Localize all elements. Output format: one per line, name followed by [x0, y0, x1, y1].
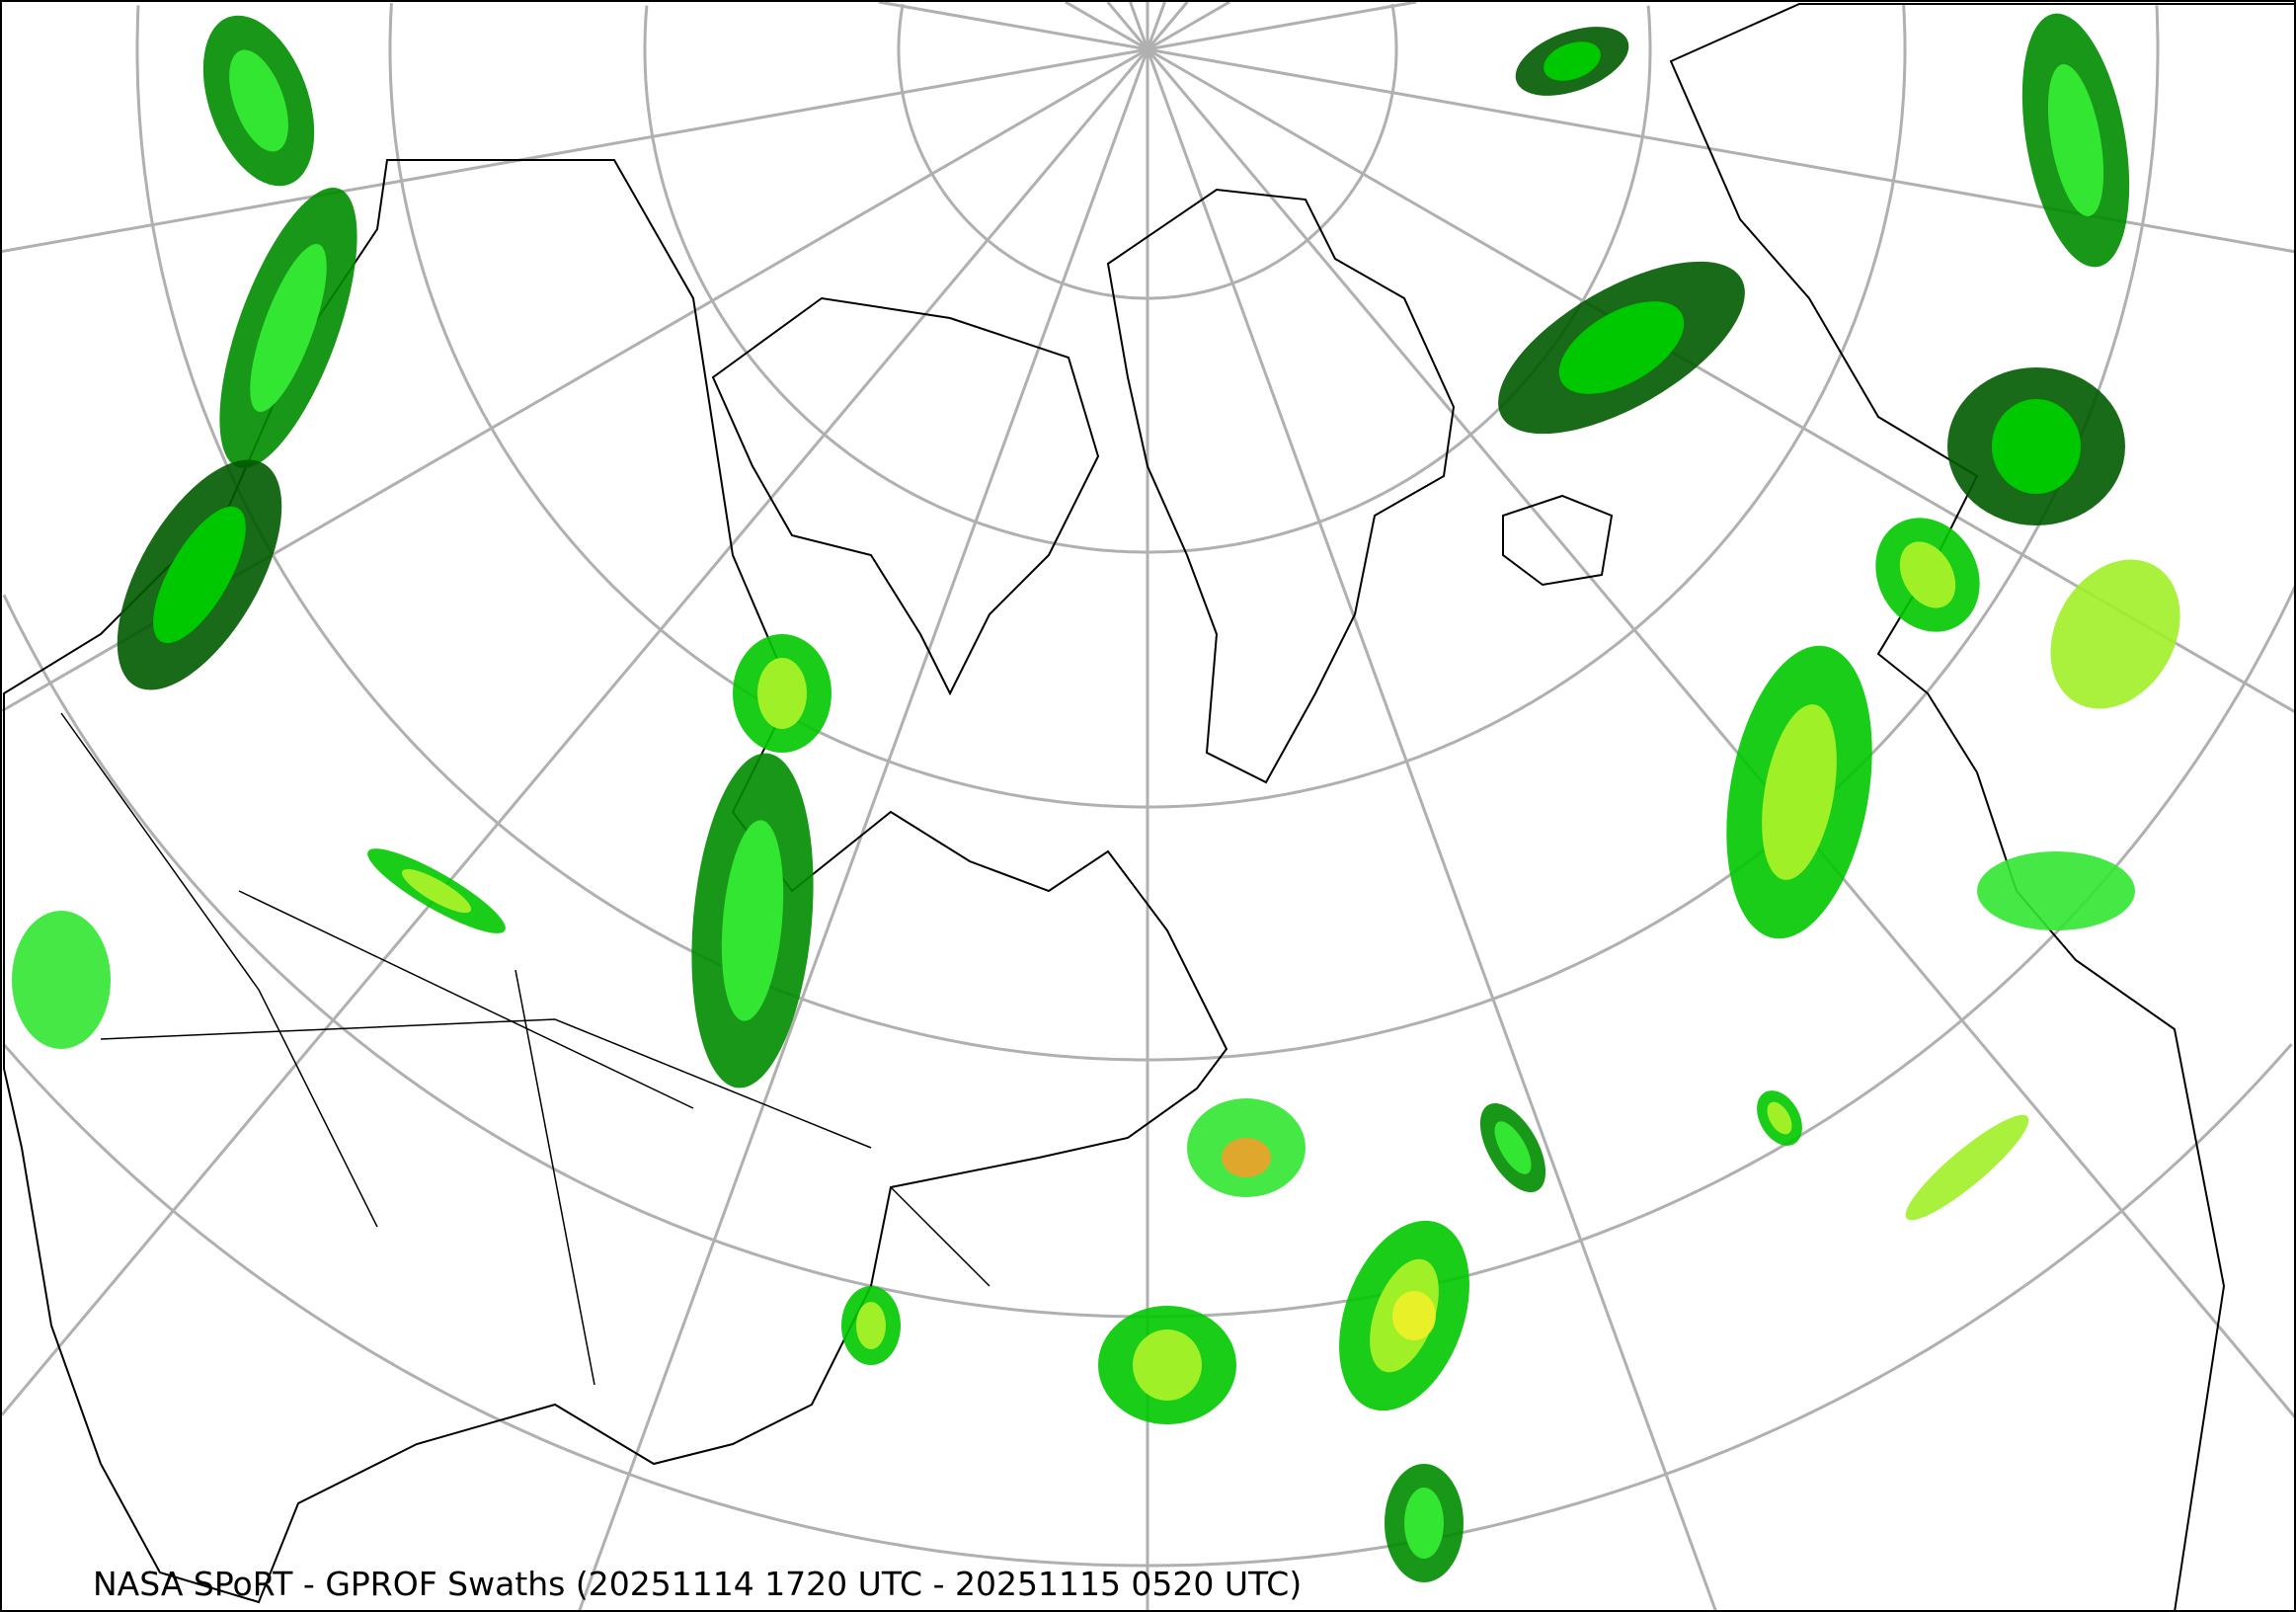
precip-core [1762, 704, 1837, 880]
meridian-line [1146, 2, 1189, 50]
boundary-line [515, 969, 595, 1386]
meridian-line [1146, 48, 1717, 1610]
meridian-line [1129, 2, 1149, 50]
boundary-line [100, 1018, 872, 1149]
meridian-line [1106, 2, 1149, 50]
coastline [1669, 3, 2294, 1610]
precip-swath [1392, 1291, 1436, 1340]
precip-core [250, 243, 327, 413]
meridian-line [1147, 2, 1230, 51]
precip-core [401, 868, 472, 914]
precip-core [153, 506, 246, 644]
meridian-line [1146, 48, 2294, 1418]
latitude-circle [2, 585, 2294, 1319]
precip-swath [2050, 559, 2180, 709]
meridian-line [1065, 2, 1148, 51]
coastline [3, 159, 1228, 1604]
precip-core [1767, 1101, 1792, 1135]
precip-core [757, 658, 807, 729]
precip-swath [1905, 1114, 2029, 1221]
precip-swath [1222, 1138, 1271, 1177]
precip-core [721, 820, 784, 1021]
meridian-line [1147, 2, 1417, 51]
coastline [1106, 188, 1456, 784]
precip-core [1494, 1121, 1532, 1174]
meridian-line [878, 2, 1148, 51]
coastline [711, 296, 1100, 696]
meridian-line [2, 48, 1149, 1416]
precip-swath [1977, 851, 2135, 930]
precip-swath [12, 911, 111, 1049]
precip-core [1558, 301, 1685, 394]
precip-core [856, 1302, 886, 1349]
meridian-line [1146, 2, 1166, 50]
map-caption: NASA SPoRT - GPROF Swaths (20251114 1720… [93, 1565, 1303, 1603]
coastline [1502, 494, 1614, 587]
boundary-line [238, 890, 694, 1109]
precip-core [1899, 541, 1956, 608]
precip-core [2047, 64, 2104, 216]
latitude-circle [388, 3, 1907, 809]
precip-core [1544, 41, 1601, 81]
precip-core [1992, 399, 2081, 494]
precip-core [1133, 1330, 1202, 1401]
boundary-line [890, 1186, 990, 1287]
precip-core [1404, 1488, 1444, 1559]
precip-core [229, 49, 288, 152]
meridian-line [2, 47, 1148, 253]
latitude-circle [897, 3, 1398, 300]
precipitation-swaths [12, 13, 2180, 1582]
meridian-line [578, 48, 1149, 1610]
boundary-line [60, 712, 378, 1228]
